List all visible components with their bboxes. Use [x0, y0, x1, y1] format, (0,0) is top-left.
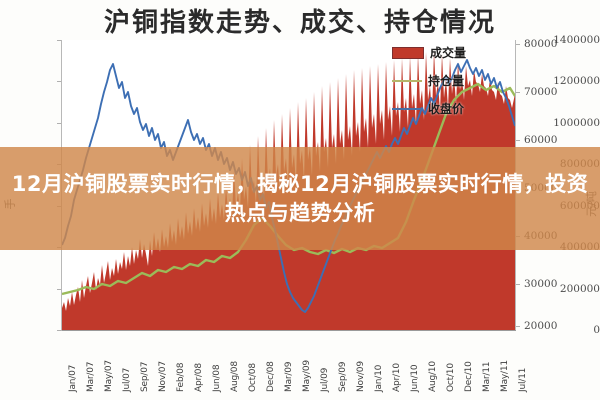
y-tick-right-2: 60000 — [524, 134, 558, 146]
x-tick-21: Oct/10 — [446, 363, 456, 392]
legend-label-volume: 成交量 — [430, 46, 467, 60]
x-tick-18: Apr/10 — [392, 363, 402, 392]
y-tick-right-5: 30000 — [524, 278, 558, 290]
y-tick-mark-right-0 — [516, 44, 520, 45]
x-tick-13: May/09 — [302, 360, 312, 392]
x-tick-19: Jun/10 — [410, 364, 420, 392]
y-tick-right-1: 70000 — [524, 86, 558, 98]
y-tick-left-1: 1200000 — [553, 75, 600, 87]
legend-item-close-price: 收盘价 — [392, 100, 466, 117]
x-tick-7: Apr/08 — [194, 363, 204, 392]
x-tick-20: Aug/10 — [428, 361, 438, 392]
y-tick-left-0: 1400000 — [553, 34, 600, 46]
x-tick-12: Mar/09 — [284, 361, 294, 392]
x-tick-14: Jul/09 — [320, 367, 330, 392]
series-close-price — [62, 59, 515, 313]
overlay-banner — [0, 147, 600, 250]
x-tick-10: Oct/08 — [248, 363, 258, 392]
overlay-headline: 12月沪铜股票实时行情，揭秘12月沪铜股票实时行情，投资热点与趋势分析 — [11, 172, 589, 225]
chart-legend: 成交量 持仓量 收盘价 — [392, 44, 466, 117]
x-tick-8: Jun/08 — [212, 364, 222, 392]
y-tick-right-0: 80000 — [524, 38, 558, 50]
x-tick-6: Feb/08 — [176, 362, 186, 392]
y-tick-mark-left-7 — [57, 330, 61, 331]
x-tick-2: May/07 — [104, 360, 114, 392]
legend-item-open-interest: 持仓量 — [392, 72, 466, 89]
y-tick-mark-left-1 — [57, 81, 61, 82]
legend-label-open-interest: 持仓量 — [428, 74, 465, 88]
y-tick-left-7: 0 — [593, 324, 600, 336]
y-tick-left-6: 200000 — [559, 283, 600, 295]
x-tick-0: Jan/07 — [68, 364, 78, 392]
legend-swatch-volume-icon — [392, 46, 424, 59]
x-axis-line — [62, 330, 516, 331]
legend-swatch-close-price-icon — [392, 107, 422, 110]
x-tick-24: May/11 — [500, 360, 510, 392]
y-tick-mark-left-2 — [57, 123, 61, 124]
y-tick-mark-right-2 — [516, 140, 520, 141]
y-tick-left-2: 1000000 — [553, 117, 600, 129]
legend-item-volume: 成交量 — [392, 44, 466, 61]
x-tick-5: Nov/07 — [158, 361, 168, 392]
x-tick-23: Mar/11 — [482, 361, 492, 392]
x-tick-17: Jan/10 — [374, 364, 384, 392]
x-tick-11: Dec/08 — [266, 361, 276, 392]
x-tick-4: Sep/07 — [140, 361, 150, 392]
overlay-text-container: 12月沪铜股票实时行情，揭秘12月沪铜股票实时行情，投资热点与趋势分析 — [0, 147, 600, 250]
x-tick-9: Aug/08 — [230, 361, 240, 392]
x-tick-3: Jul/07 — [122, 367, 132, 392]
y-tick-mark-right-5 — [516, 284, 520, 285]
x-tick-15: Sep/09 — [338, 361, 348, 392]
legend-swatch-open-interest-icon — [392, 79, 422, 82]
x-tick-16: Nov/09 — [356, 361, 366, 392]
x-tick-1: Mar/07 — [86, 361, 96, 392]
y-tick-mark-right-6 — [516, 326, 520, 327]
y-tick-mark-left-0 — [57, 40, 61, 41]
chart-title: 沪铜指数走势、成交、持仓情况 — [103, 8, 496, 38]
legend-label-close-price: 收盘价 — [428, 102, 465, 116]
x-tick-25: Jul/11 — [518, 367, 528, 392]
y-tick-mark-left-6 — [57, 289, 61, 290]
y-tick-mark-right-1 — [516, 92, 520, 93]
x-tick-22: Dec/10 — [464, 361, 474, 392]
y-tick-right-6: 20000 — [524, 320, 558, 332]
